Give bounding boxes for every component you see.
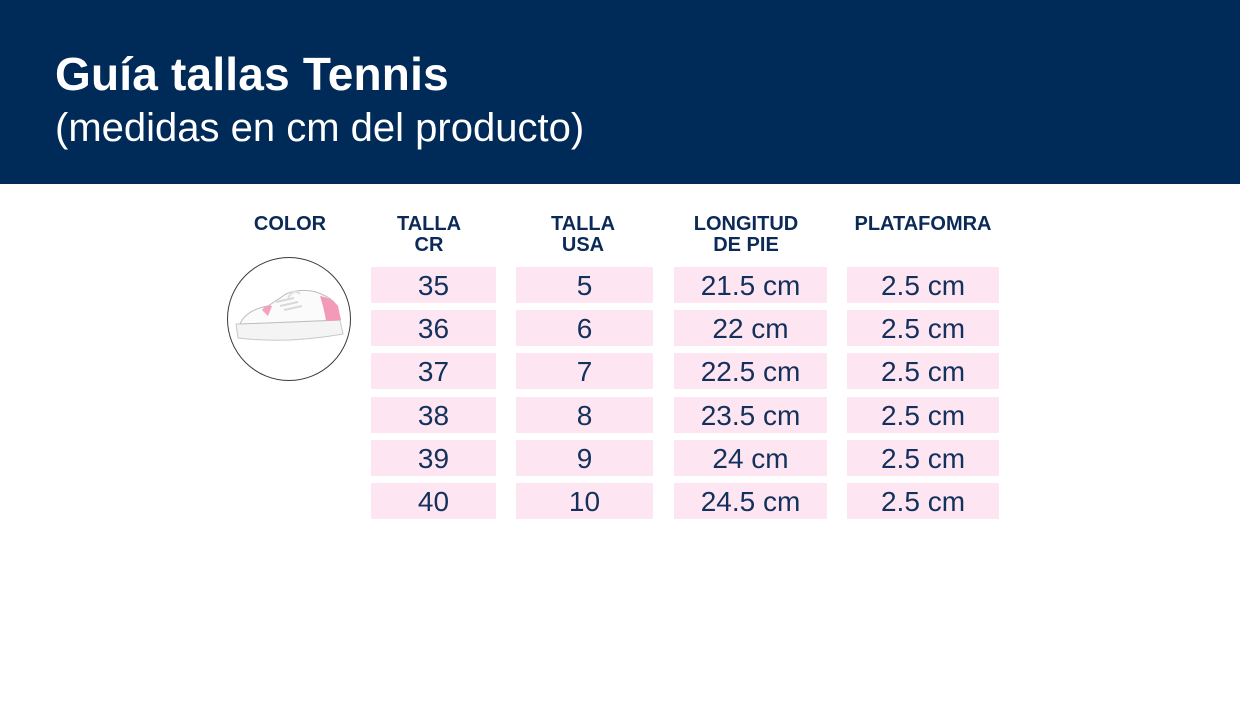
cell-plataforma: 2.5 cm — [847, 267, 999, 303]
cell-longitud: 21.5 cm — [674, 267, 827, 303]
cell-talla-usa: 10 — [516, 483, 653, 519]
column-header-talla-cr: TALLA CR — [396, 213, 462, 256]
cell-talla-cr: 35 — [371, 267, 496, 303]
column-header-color: COLOR — [253, 213, 327, 235]
cell-talla-cr: 38 — [371, 397, 496, 433]
cell-plataforma: 2.5 cm — [847, 310, 999, 346]
cell-talla-cr: 37 — [371, 353, 496, 389]
cell-talla-usa: 5 — [516, 267, 653, 303]
header-banner: Guía tallas Tennis (medidas en cm del pr… — [0, 0, 1240, 184]
cell-talla-cr: 36 — [371, 310, 496, 346]
page-title: Guía tallas Tennis — [55, 48, 449, 100]
cell-plataforma: 2.5 cm — [847, 440, 999, 476]
cell-talla-usa: 8 — [516, 397, 653, 433]
column-header-talla-usa: TALLA USA — [550, 213, 616, 256]
cell-talla-cr: 40 — [371, 483, 496, 519]
column-header-plataforma: PLATAFOMRA — [854, 213, 992, 235]
cell-plataforma: 2.5 cm — [847, 353, 999, 389]
cell-talla-usa: 9 — [516, 440, 653, 476]
page-subtitle: (medidas en cm del producto) — [55, 106, 585, 150]
column-header-longitud: LONGITUD DE PIE — [693, 213, 799, 256]
cell-longitud: 23.5 cm — [674, 397, 827, 433]
cell-plataforma: 2.5 cm — [847, 483, 999, 519]
cell-talla-usa: 6 — [516, 310, 653, 346]
cell-longitud: 22.5 cm — [674, 353, 827, 389]
sneaker-icon — [235, 289, 344, 341]
cell-longitud: 24.5 cm — [674, 483, 827, 519]
cell-plataforma: 2.5 cm — [847, 397, 999, 433]
product-image — [227, 257, 351, 381]
cell-talla-usa: 7 — [516, 353, 653, 389]
cell-talla-cr: 39 — [371, 440, 496, 476]
cell-longitud: 24 cm — [674, 440, 827, 476]
cell-longitud: 22 cm — [674, 310, 827, 346]
